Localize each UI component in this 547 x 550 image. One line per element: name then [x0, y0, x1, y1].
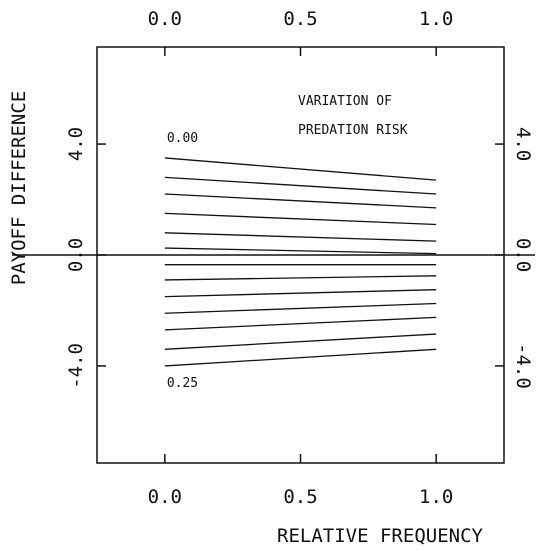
y-axis-title: PAYOFF DIFFERENCE [8, 91, 30, 285]
x-tick-label-bottom: 1.0 [419, 486, 453, 508]
y-tick-label-left: 4.0 [65, 127, 87, 161]
series-line-1 [164, 157, 437, 181]
x-tick-label-bottom: 0.5 [283, 486, 317, 508]
y-tick-label-left: 0.0 [65, 238, 87, 272]
series-line-3 [164, 193, 437, 209]
series-line-5 [164, 232, 437, 242]
series-line-11 [164, 316, 437, 331]
x-tick-label-top: 0.5 [283, 8, 317, 30]
annotation-line-2: PREDATION RISK [298, 123, 408, 138]
y-tick-label-right: 4.0 [512, 127, 534, 161]
series-line-9 [164, 289, 437, 298]
series-line-8 [164, 275, 437, 281]
y-tick-label-right: 0.0 [512, 238, 534, 272]
series-line-4 [164, 212, 437, 226]
series-label-last: 0.25 [167, 376, 198, 391]
series-line-10 [164, 302, 437, 314]
x-axis-title: RELATIVE FREQUENCY [277, 525, 483, 547]
series-line-13 [164, 348, 437, 367]
y-tick-label-right: -4.0 [512, 343, 534, 389]
series-line-6 [164, 247, 437, 255]
x-tick-label-top: 0.0 [148, 8, 182, 30]
series-line-12 [164, 333, 437, 350]
series-label-first: 0.00 [167, 131, 198, 146]
x-tick-label-bottom: 0.0 [148, 486, 182, 508]
annotation-line-1: VARIATION OF [298, 94, 392, 109]
series-line-2 [164, 176, 437, 195]
y-tick-label-left: -4.0 [65, 343, 87, 389]
x-tick-label-top: 1.0 [419, 8, 453, 30]
